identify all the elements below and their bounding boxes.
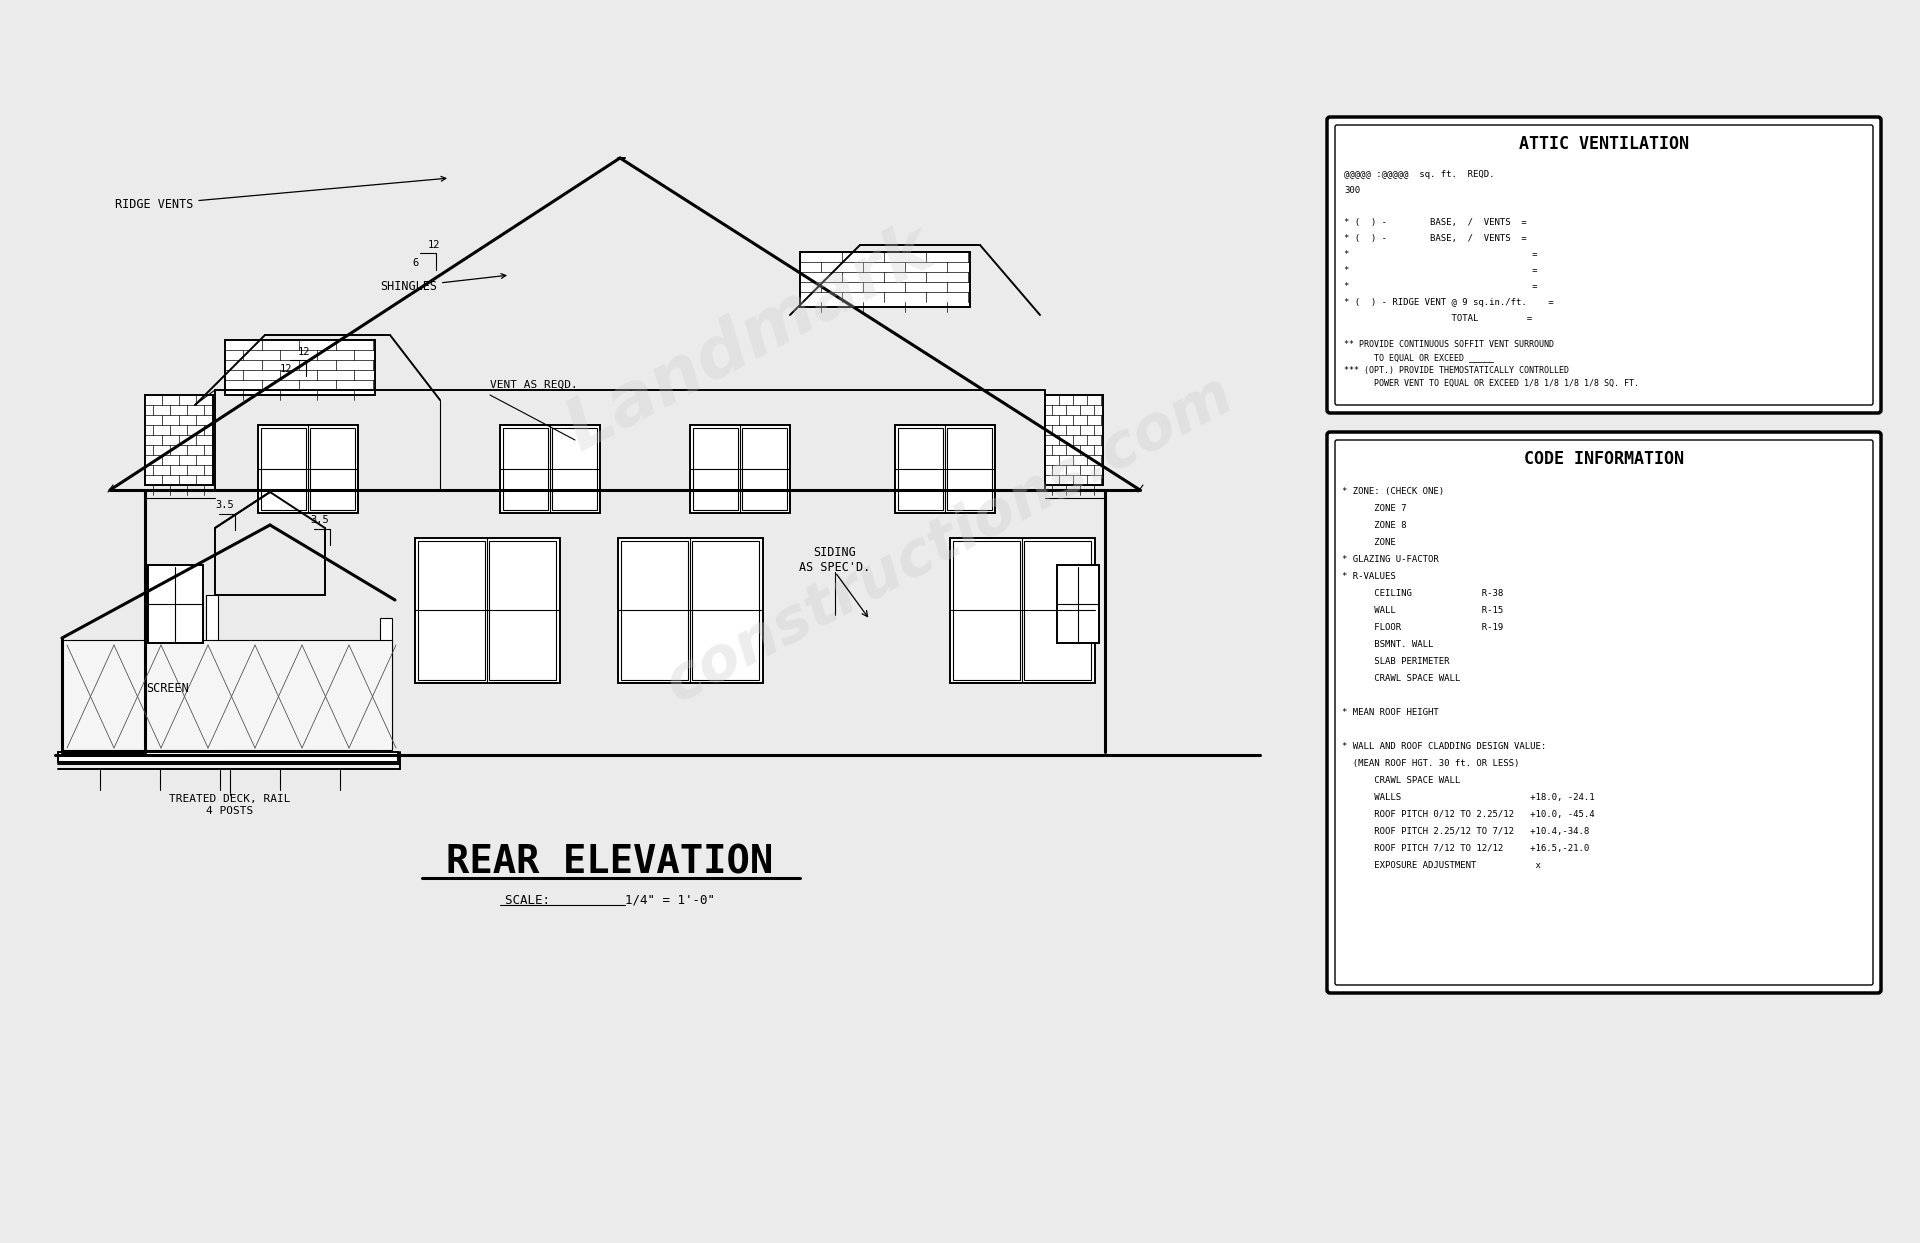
Text: ROOF PITCH 2.25/12 TO 7/12   +10.4,-34.8: ROOF PITCH 2.25/12 TO 7/12 +10.4,-34.8 (1342, 827, 1590, 837)
Text: * (  ) -        BASE,  /  VENTS  =: * ( ) - BASE, / VENTS = (1344, 218, 1526, 227)
Text: ZONE 7: ZONE 7 (1342, 503, 1407, 513)
Text: * MEAN ROOF HEIGHT: * MEAN ROOF HEIGHT (1342, 709, 1438, 717)
Text: *                                  =: * = (1344, 250, 1538, 259)
Text: BSMNT. WALL: BSMNT. WALL (1342, 640, 1434, 649)
Bar (261, 428, 305, 510)
Text: * ZONE: (CHECK ONE): * ZONE: (CHECK ONE) (1342, 487, 1444, 496)
Bar (801, 252, 970, 307)
Text: * (  ) -        BASE,  /  VENTS  =: * ( ) - BASE, / VENTS = (1344, 234, 1526, 242)
Text: RIDGE VENTS: RIDGE VENTS (115, 177, 445, 211)
Text: CODE INFORMATION: CODE INFORMATION (1524, 450, 1684, 469)
Bar (952, 541, 1020, 680)
Bar (257, 425, 357, 513)
Bar (1023, 541, 1091, 680)
FancyBboxPatch shape (1327, 433, 1882, 993)
Text: (MEAN ROOF HGT. 30 ft. OR LESS): (MEAN ROOF HGT. 30 ft. OR LESS) (1342, 759, 1519, 768)
Text: POWER VENT TO EQUAL OR EXCEED 1/8 1/8 1/8 1/8 SQ. FT.: POWER VENT TO EQUAL OR EXCEED 1/8 1/8 1/… (1344, 379, 1640, 388)
Text: CRAWL SPACE WALL: CRAWL SPACE WALL (1342, 674, 1461, 682)
Text: TO EQUAL OR EXCEED _____: TO EQUAL OR EXCEED _____ (1344, 353, 1494, 362)
Text: ATTIC VENTILATION: ATTIC VENTILATION (1519, 135, 1690, 153)
Bar (895, 425, 995, 513)
Text: 3.5: 3.5 (311, 515, 330, 525)
Bar (148, 566, 204, 643)
Text: WALLS                        +18.0, -24.1: WALLS +18.0, -24.1 (1342, 793, 1596, 802)
Text: * GLAZING U-FACTOR: * GLAZING U-FACTOR (1342, 556, 1438, 564)
Text: @@@@@ :@@@@@  sq. ft.  REQD.: @@@@@ :@@@@@ sq. ft. REQD. (1344, 170, 1494, 179)
Text: * R-VALUES: * R-VALUES (1342, 572, 1396, 580)
Text: REAR ELEVATION: REAR ELEVATION (445, 843, 774, 881)
Text: *** (OPT.) PROVIDE THEMOSTATICALLY CONTROLLED: *** (OPT.) PROVIDE THEMOSTATICALLY CONTR… (1344, 365, 1569, 375)
Text: SIDING
AS SPEC'D.: SIDING AS SPEC'D. (799, 546, 870, 574)
Bar (415, 538, 561, 682)
Bar (225, 341, 374, 395)
Bar (146, 395, 213, 485)
Text: ROOF PITCH 0/12 TO 2.25/12   +10.0, -45.4: ROOF PITCH 0/12 TO 2.25/12 +10.0, -45.4 (1342, 810, 1596, 819)
FancyBboxPatch shape (1334, 126, 1874, 405)
Bar (490, 541, 557, 680)
Text: 12: 12 (298, 347, 311, 357)
Text: TOTAL         =: TOTAL = (1344, 314, 1532, 323)
Text: SCALE:          1/4" = 1'-0": SCALE: 1/4" = 1'-0" (505, 894, 714, 906)
Text: SCREEN: SCREEN (146, 681, 190, 695)
Text: TREATED DECK, RAIL
4 POSTS: TREATED DECK, RAIL 4 POSTS (169, 794, 290, 815)
Text: VENT AS REQD.: VENT AS REQD. (490, 380, 578, 390)
Text: Landmark: Landmark (555, 214, 945, 466)
Bar (503, 428, 547, 510)
Bar (58, 752, 397, 762)
Text: CEILING             R-38: CEILING R-38 (1342, 589, 1503, 598)
Text: 12: 12 (280, 364, 292, 374)
Bar (553, 428, 597, 510)
Text: ** PROVIDE CONTINUOUS SOFFIT VENT SURROUND: ** PROVIDE CONTINUOUS SOFFIT VENT SURROU… (1344, 341, 1553, 349)
Bar (419, 541, 486, 680)
Text: SLAB PERIMETER: SLAB PERIMETER (1342, 658, 1450, 666)
Text: SHINGLES: SHINGLES (380, 273, 505, 293)
Text: ZONE: ZONE (1342, 538, 1396, 547)
Text: EXPOSURE ADJUSTMENT           x: EXPOSURE ADJUSTMENT x (1342, 861, 1542, 870)
Text: 12: 12 (428, 240, 440, 250)
Text: * WALL AND ROOF CLADDING DESIGN VALUE:: * WALL AND ROOF CLADDING DESIGN VALUE: (1342, 742, 1546, 751)
Text: ZONE 8: ZONE 8 (1342, 521, 1407, 530)
Bar (950, 538, 1094, 682)
Text: FLOOR               R-19: FLOOR R-19 (1342, 623, 1503, 631)
Text: ROOF PITCH 7/12 TO 12/12     +16.5,-21.0: ROOF PITCH 7/12 TO 12/12 +16.5,-21.0 (1342, 844, 1590, 853)
Bar (689, 425, 789, 513)
Bar (380, 618, 392, 752)
FancyBboxPatch shape (1327, 117, 1882, 413)
Bar (947, 428, 993, 510)
Bar (741, 428, 787, 510)
Text: WALL                R-15: WALL R-15 (1342, 607, 1503, 615)
Text: *                                  =: * = (1344, 282, 1538, 291)
Bar (618, 538, 762, 682)
Bar (309, 428, 355, 510)
Bar (499, 425, 599, 513)
Bar (899, 428, 943, 510)
Text: constructions.com: constructions.com (657, 365, 1244, 715)
Bar (61, 640, 392, 750)
Text: *                                  =: * = (1344, 266, 1538, 275)
Bar (691, 541, 758, 680)
Bar (620, 541, 687, 680)
Bar (205, 595, 219, 752)
Text: * (  ) - RIDGE VENT @ 9 sq.in./ft.    =: * ( ) - RIDGE VENT @ 9 sq.in./ft. = (1344, 298, 1553, 307)
Bar (1044, 395, 1102, 485)
Bar (1058, 566, 1098, 643)
Text: CRAWL SPACE WALL: CRAWL SPACE WALL (1342, 776, 1461, 786)
Text: 3.5: 3.5 (215, 500, 234, 510)
Bar (693, 428, 737, 510)
Text: 6: 6 (413, 259, 419, 268)
Text: 300: 300 (1344, 186, 1359, 195)
FancyBboxPatch shape (1334, 440, 1874, 984)
